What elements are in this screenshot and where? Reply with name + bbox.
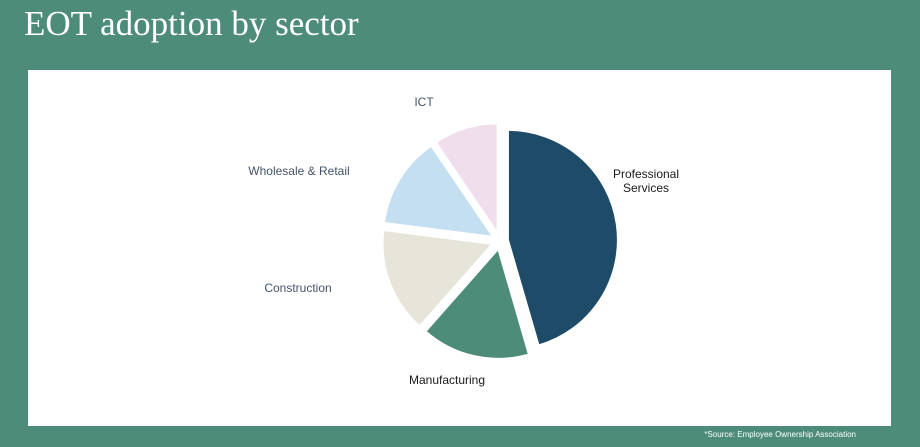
pie-slice-wholesale-retail: [382, 144, 496, 239]
slice-label-professional-services: Professional Services: [613, 167, 679, 195]
pie-slice-manufacturing: [424, 246, 531, 360]
chart-panel: Professional Services Manufacturing Constru…: [28, 70, 891, 426]
pie-slice-construction: [381, 228, 495, 328]
slice-label-wholesale-retail: Wholesale & Retail: [248, 164, 349, 178]
slice-label-manufacturing: Manufacturing: [409, 373, 485, 387]
source-note: *Source: Employee Ownership Association: [704, 430, 856, 439]
slice-label-construction: Construction: [264, 281, 331, 295]
slide-title: EOT adoption by sector: [24, 4, 359, 43]
pie-slice-professional-services: [506, 128, 619, 347]
pie-chart: Professional Services Manufacturing Constru…: [248, 95, 679, 387]
pie-slice-ict: [434, 122, 499, 237]
slice-label-ict: ICT: [414, 95, 434, 109]
